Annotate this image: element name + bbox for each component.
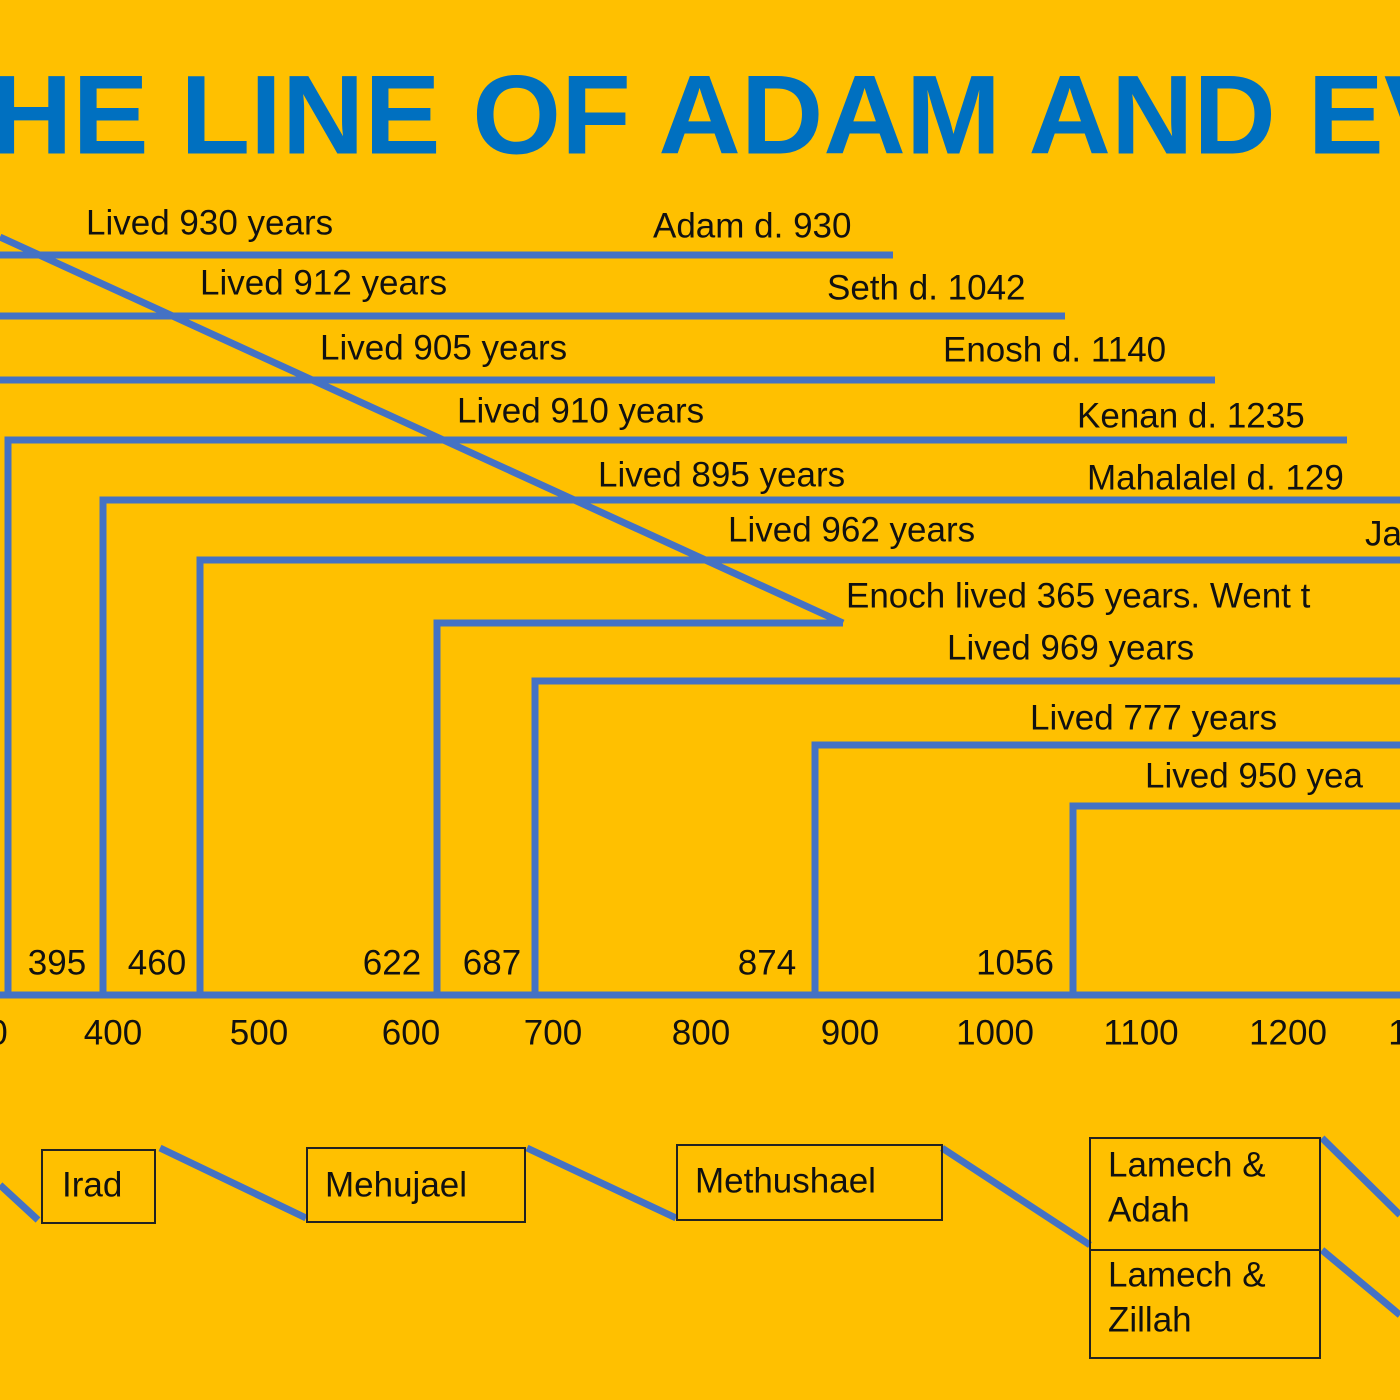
connector — [525, 1144, 678, 1222]
lifespan-label: Lived 930 years — [86, 203, 333, 242]
box-label: Methushael — [695, 1161, 876, 1200]
family-box — [41, 1149, 156, 1224]
lifeline — [99, 496, 1400, 995]
death-label: Mahalalel d. 129 — [1087, 458, 1344, 497]
title: HE LINE OF ADAM AND EV — [0, 53, 1400, 178]
birth-year: 395 — [28, 943, 86, 982]
connector — [0, 1182, 41, 1223]
lifespan-label: Lived 912 years — [200, 263, 447, 302]
axis-label: 1 — [1388, 1013, 1400, 1052]
connector — [158, 1144, 308, 1222]
axis-label: 800 — [672, 1013, 730, 1052]
death-label: Kenan d. 1235 — [1077, 396, 1305, 435]
death-label: Enosh d. 1140 — [943, 330, 1166, 369]
axis-label: 700 — [524, 1013, 582, 1052]
axis-label: 1000 — [956, 1013, 1034, 1052]
lifeline — [433, 619, 843, 995]
axis-label: 0 — [0, 1013, 8, 1052]
lifespan-label: Lived 910 years — [457, 391, 704, 430]
box-label: Adah — [1108, 1190, 1190, 1229]
lifespan-label: Lived 905 years — [320, 328, 567, 367]
lifespan-label: Lived 777 years — [1030, 698, 1277, 737]
birth-year: 622 — [363, 943, 421, 982]
lifeline — [196, 556, 1400, 995]
lifespan-label: Lived 969 years — [947, 628, 1194, 667]
lifeline — [1069, 802, 1400, 995]
family-box — [306, 1147, 526, 1223]
lifeline — [4, 436, 1347, 995]
boxes — [41, 1137, 1321, 1359]
lifeline — [811, 741, 1400, 995]
lifespan-label: Lived 962 years — [728, 510, 975, 549]
axis-label: 900 — [821, 1013, 879, 1052]
death-label: Adam d. 930 — [653, 206, 851, 245]
lifespan-label: Enoch lived 365 years. Went t — [846, 576, 1311, 615]
axis-label: 1100 — [1103, 1013, 1178, 1052]
box-label: Zillah — [1108, 1300, 1192, 1339]
family-box — [676, 1144, 943, 1221]
box-label: Mehujael — [325, 1165, 467, 1204]
lifespan-label: Lived 895 years — [598, 455, 845, 494]
lifeline — [531, 677, 1400, 995]
diagonal — [0, 233, 845, 627]
timeline-lines — [0, 233, 1400, 1318]
box-label: Lamech & — [1108, 1255, 1266, 1294]
birth-year: 1056 — [976, 943, 1054, 982]
death-label: Seth d. 1042 — [827, 268, 1026, 307]
birth-year: 874 — [738, 943, 796, 982]
connector — [1319, 1247, 1400, 1318]
death-label: Ja — [1365, 514, 1400, 553]
axis-label: 500 — [230, 1013, 288, 1052]
axis-label: 400 — [84, 1013, 142, 1052]
family-box — [1089, 1249, 1321, 1359]
axis-label: 600 — [382, 1013, 440, 1052]
birth-year: 460 — [128, 943, 186, 982]
birth-year: 687 — [463, 943, 521, 982]
connector — [1319, 1135, 1400, 1218]
box-label: Irad — [62, 1165, 122, 1204]
axis-label: 1200 — [1249, 1013, 1327, 1052]
lifespan-label: Lived 950 yea — [1145, 756, 1363, 795]
connector — [940, 1145, 1092, 1248]
box-label: Lamech & — [1108, 1145, 1266, 1184]
